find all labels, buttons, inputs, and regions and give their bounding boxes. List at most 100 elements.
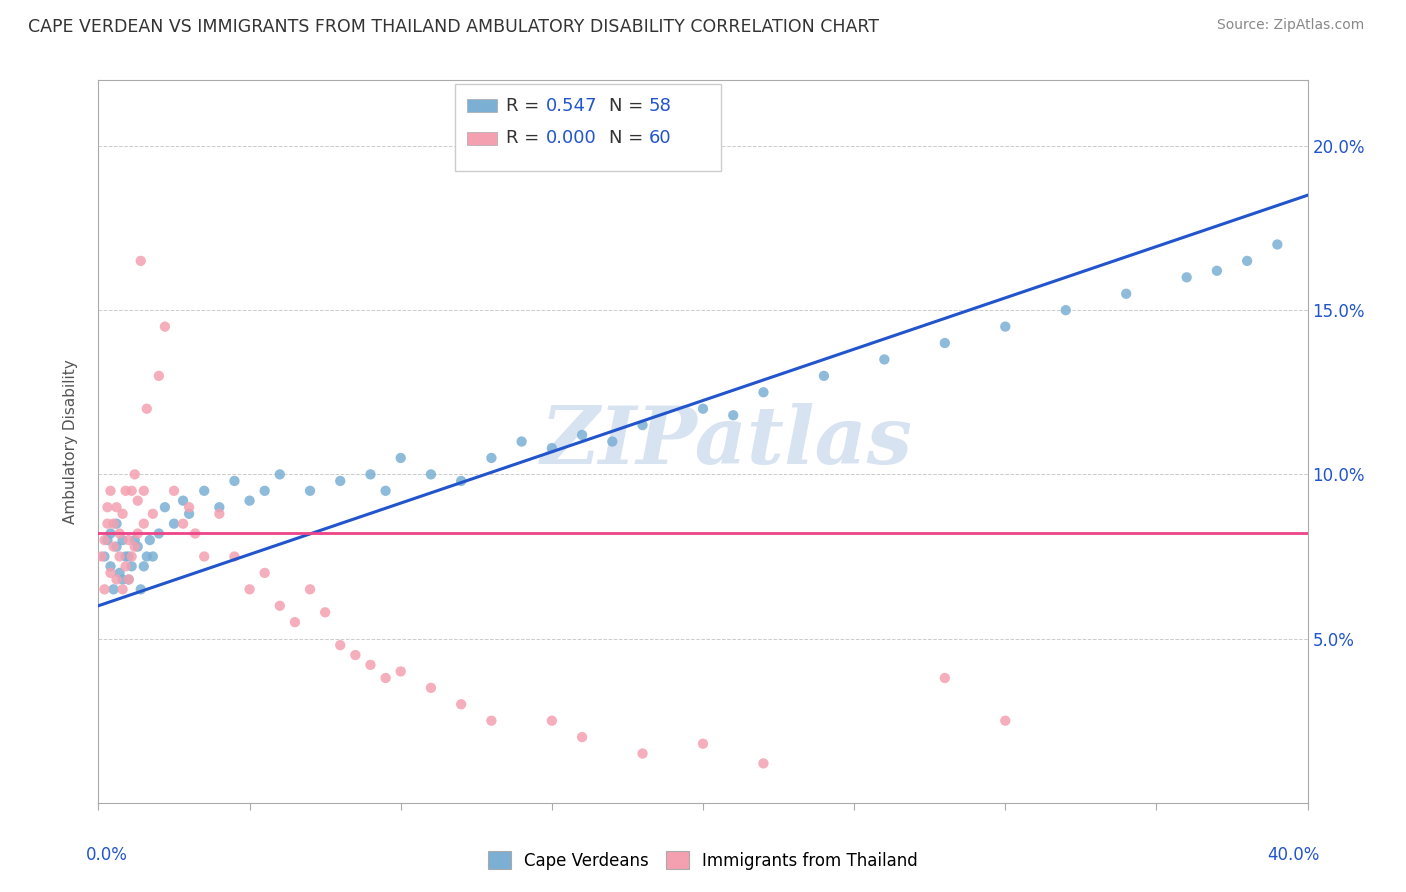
Point (172, 493, 194, 508)
Point (163, 483, 186, 498)
Point (129, 582, 152, 597)
Point (153, 319, 176, 334)
Point (540, 441, 562, 455)
Point (450, 474, 472, 488)
Point (571, 730, 593, 744)
Point (208, 507, 231, 521)
Point (103, 540, 125, 554)
Point (100, 526, 122, 541)
Point (193, 549, 215, 564)
Point (111, 507, 134, 521)
Point (723, 409, 745, 423)
Point (139, 533, 162, 547)
Point (692, 737, 714, 751)
Point (224, 474, 246, 488)
Point (314, 605, 336, 619)
Point (299, 483, 322, 498)
Point (103, 516, 125, 531)
Point (93, 582, 115, 597)
Point (253, 566, 276, 580)
FancyBboxPatch shape (456, 84, 721, 170)
Point (90, 549, 112, 564)
Point (329, 474, 352, 488)
Point (111, 533, 134, 547)
Text: Source: ZipAtlas.com: Source: ZipAtlas.com (1216, 18, 1364, 32)
Point (132, 483, 155, 498)
Text: N =: N = (609, 129, 648, 147)
Point (142, 549, 165, 564)
Point (114, 483, 136, 498)
Point (111, 573, 134, 587)
Text: CAPE VERDEAN VS IMMIGRANTS FROM THAILAND AMBULATORY DISABILITY CORRELATION CHART: CAPE VERDEAN VS IMMIGRANTS FROM THAILAND… (28, 18, 879, 36)
Point (142, 507, 165, 521)
Point (96, 500, 118, 515)
Point (114, 559, 136, 574)
Point (360, 467, 382, 482)
Point (118, 573, 141, 587)
Point (208, 500, 231, 515)
Point (934, 336, 956, 351)
Point (129, 253, 152, 268)
Point (873, 352, 896, 367)
Point (118, 549, 141, 564)
Point (172, 516, 194, 531)
Point (96, 516, 118, 531)
Point (105, 573, 128, 587)
Point (100, 559, 122, 574)
Point (108, 526, 131, 541)
Point (360, 657, 382, 672)
Point (253, 483, 276, 498)
Point (118, 573, 141, 587)
Point (1115, 286, 1137, 301)
Point (100, 566, 122, 580)
Point (1267, 237, 1289, 252)
Point (179, 500, 201, 515)
Text: 40.0%: 40.0% (1267, 847, 1320, 864)
Point (752, 385, 775, 400)
Point (108, 566, 131, 580)
Point (153, 500, 176, 515)
Text: 0.0%: 0.0% (86, 847, 128, 864)
Point (269, 599, 291, 613)
Text: R =: R = (506, 129, 546, 147)
Point (105, 516, 128, 531)
Point (631, 747, 654, 761)
Point (135, 401, 157, 416)
Point (148, 526, 170, 541)
Point (692, 401, 714, 416)
Point (121, 483, 143, 498)
Point (299, 582, 322, 597)
Point (96, 533, 118, 547)
Point (127, 526, 149, 541)
Point (103, 582, 125, 597)
Point (269, 467, 291, 482)
Point (124, 533, 146, 547)
Point (374, 671, 396, 685)
Point (132, 516, 155, 531)
Point (481, 714, 503, 728)
Point (100, 483, 122, 498)
Point (813, 368, 835, 383)
Point (108, 549, 131, 564)
Point (344, 648, 367, 662)
Point (127, 540, 149, 554)
Point (121, 549, 143, 564)
Point (934, 671, 956, 685)
Point (114, 549, 136, 564)
Point (450, 698, 472, 712)
Point (111, 582, 134, 597)
Text: ZIPatlas: ZIPatlas (541, 403, 914, 480)
Text: N =: N = (609, 96, 648, 114)
Point (148, 368, 170, 383)
Text: 0.000: 0.000 (546, 129, 596, 147)
Point (994, 319, 1017, 334)
Point (994, 714, 1017, 728)
Point (631, 418, 654, 433)
Legend: Cape Verdeans, Immigrants from Thailand: Cape Verdeans, Immigrants from Thailand (481, 845, 925, 877)
Point (118, 533, 141, 547)
Point (224, 549, 246, 564)
Point (124, 467, 146, 482)
Point (389, 450, 412, 465)
Point (121, 559, 143, 574)
Point (752, 756, 775, 771)
